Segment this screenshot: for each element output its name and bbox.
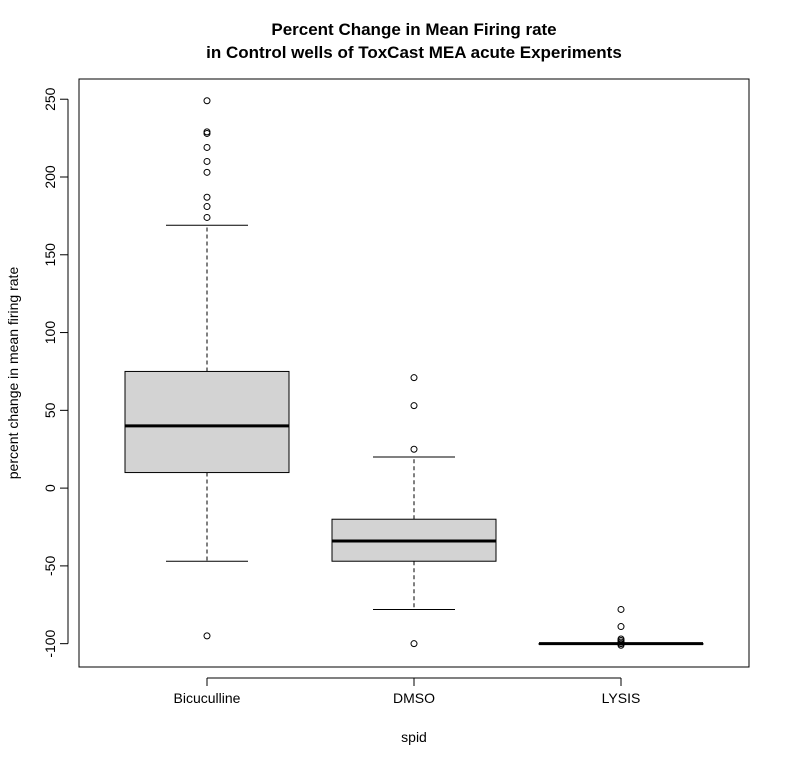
outlier-point (203, 203, 211, 211)
box-bicuculline (124, 97, 290, 640)
outlier-point (203, 129, 211, 137)
outlier-point (410, 640, 418, 648)
chart-title-line1: Percent Change in Mean Firing rate (271, 20, 556, 39)
y-axis: -100 -50 0 50 100 150 200 250 (42, 87, 69, 658)
box-dmso (331, 374, 497, 648)
iqr-box (124, 370, 290, 474)
outlier-point (203, 168, 211, 176)
y-tick-label: 250 (42, 87, 58, 111)
outlier-point (410, 374, 418, 382)
x-tick-label: LYSIS (602, 690, 641, 706)
x-axis: Bicuculline DMSO LYSIS (174, 677, 641, 706)
outlier-point (410, 402, 418, 410)
x-tick-label: Bicuculline (174, 690, 241, 706)
x-tick-label: DMSO (393, 690, 435, 706)
y-tick-label: -50 (42, 556, 58, 576)
y-tick-label: 50 (42, 402, 58, 418)
y-tick-label: -100 (42, 629, 58, 657)
plot-frame (78, 78, 750, 668)
outlier-point (203, 193, 211, 201)
outlier-point (410, 445, 418, 453)
outlier-point (617, 641, 625, 649)
y-tick-label: 0 (42, 484, 58, 492)
outlier-point (617, 623, 625, 631)
outlier-point (203, 632, 211, 640)
outlier-point (203, 213, 211, 221)
box-lysis (538, 605, 704, 649)
y-tick-label: 100 (42, 321, 58, 345)
boxes-layer (124, 97, 704, 649)
y-tick-label: 200 (42, 165, 58, 189)
outlier-point (203, 157, 211, 165)
x-axis-label: spid (401, 729, 427, 745)
y-axis-label: percent change in mean firing rate (5, 267, 21, 480)
outlier-point (203, 97, 211, 105)
outlier-point (617, 605, 625, 613)
chart-title-line2: in Control wells of ToxCast MEA acute Ex… (206, 43, 622, 62)
outlier-point (203, 143, 211, 151)
y-tick-label: 150 (42, 243, 58, 267)
